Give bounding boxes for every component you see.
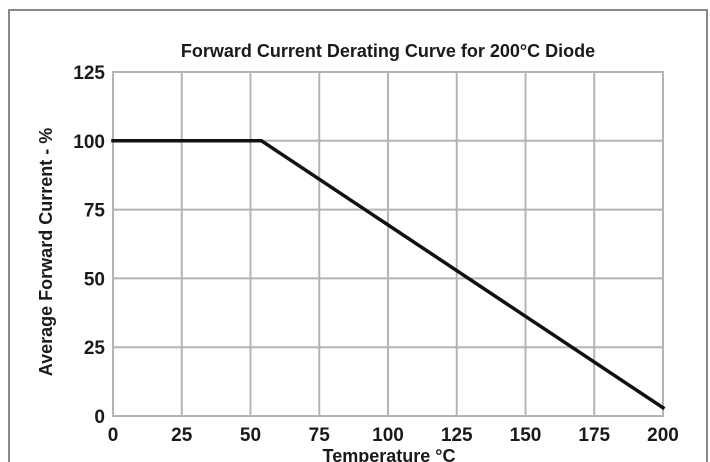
x-axis-tick-labels: 0 25 50 75 100 125 150 175 200 <box>108 425 679 446</box>
y-axis-title: Average Forward Current - % <box>36 128 56 376</box>
y-tick-label: 75 <box>84 201 106 222</box>
y-tick-label: 0 <box>94 407 105 428</box>
figure-border <box>8 9 708 462</box>
x-tick-label: 125 <box>441 425 473 446</box>
y-tick-label: 50 <box>84 269 105 290</box>
x-tick-label: 175 <box>578 425 610 446</box>
y-tick-label: 25 <box>84 338 106 359</box>
derating-curve-line <box>111 139 666 411</box>
plot-area-frame <box>112 71 664 417</box>
x-tick-label: 100 <box>372 425 404 446</box>
x-tick-label: 50 <box>240 425 261 446</box>
y-tick-label: 125 <box>73 63 105 84</box>
x-tick-label: 150 <box>510 425 542 446</box>
x-tick-label: 200 <box>647 425 679 446</box>
x-tick-label: 0 <box>108 425 119 446</box>
x-axis-title: Temperature °C <box>323 446 456 462</box>
y-axis-tick-labels: 0 25 50 75 100 125 <box>73 63 105 428</box>
x-tick-label: 25 <box>171 425 193 446</box>
grid-lines <box>112 71 664 417</box>
chart-title: Forward Current Derating Curve for 200°C… <box>181 41 595 61</box>
x-tick-label: 75 <box>309 425 331 446</box>
y-tick-label: 100 <box>73 132 105 153</box>
data-series <box>111 139 666 411</box>
